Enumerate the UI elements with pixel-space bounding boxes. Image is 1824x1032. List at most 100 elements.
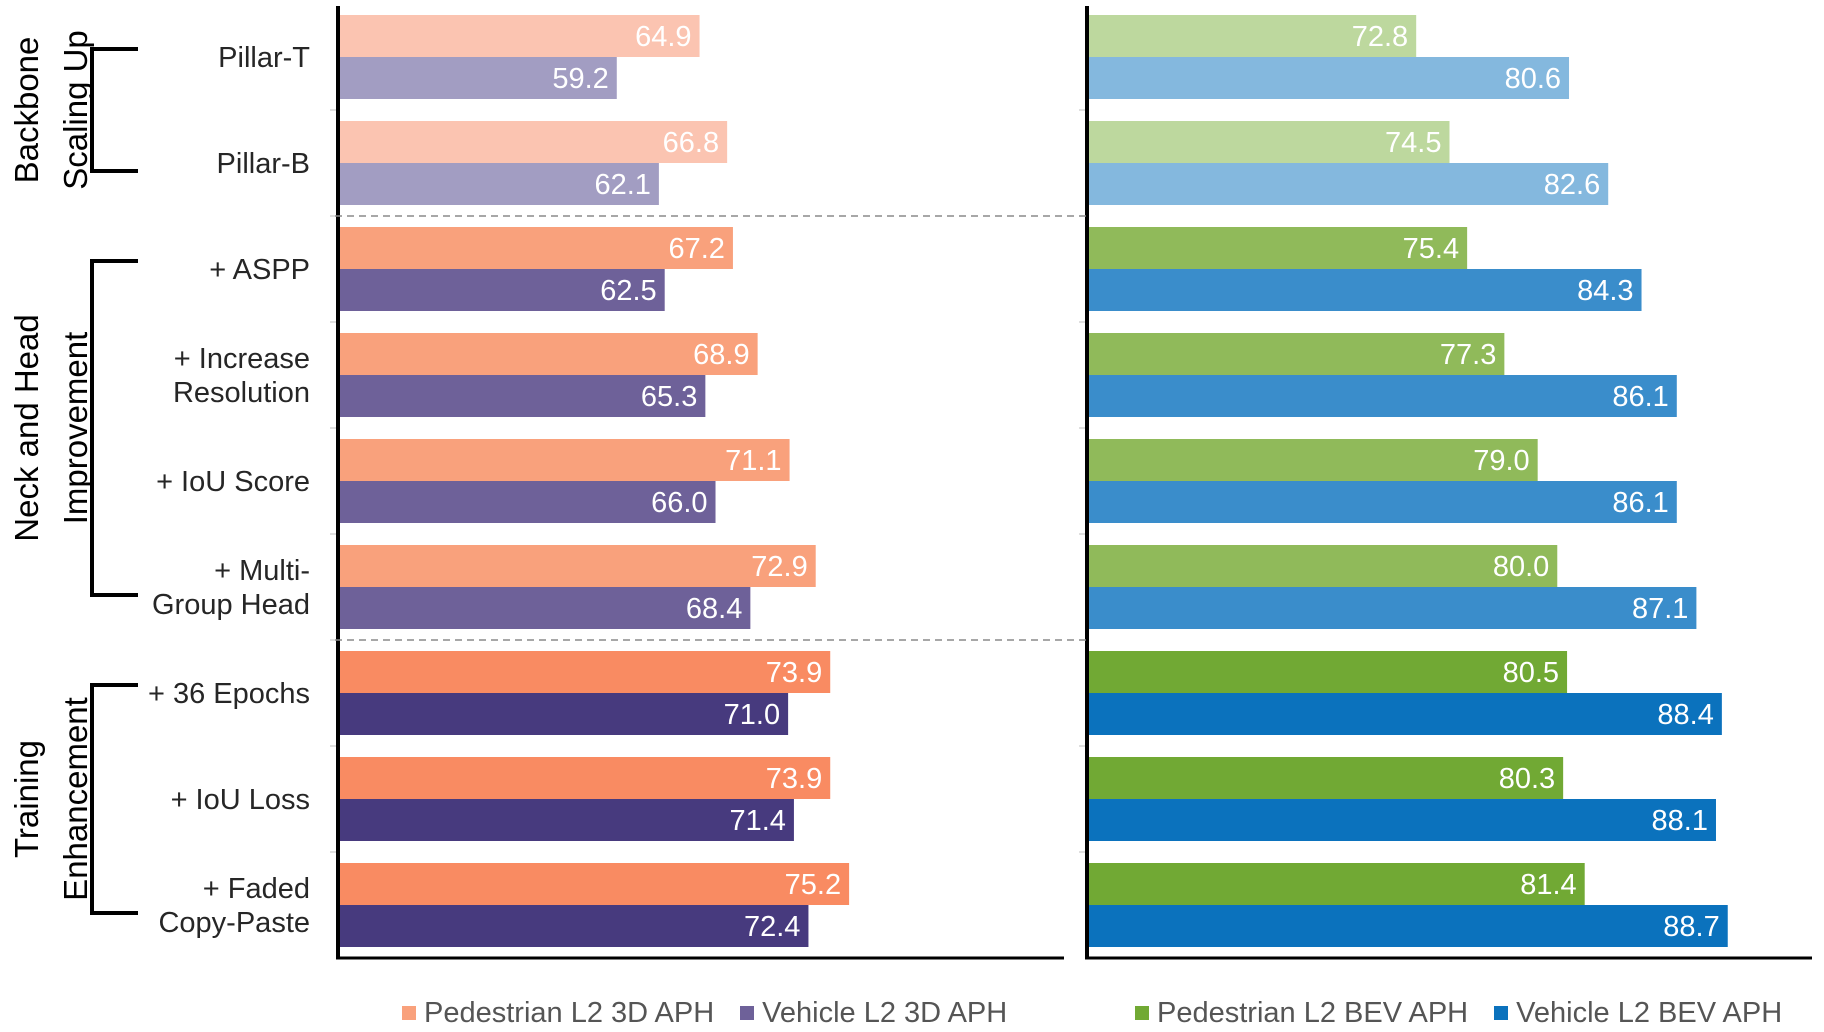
data-label: 66.0 [651, 487, 707, 519]
bar-vehicle-l2-3d-aph-pillar-b [338, 163, 659, 205]
bar-pedestrian-l2-bev-aph-pillar-t [1087, 15, 1417, 57]
legend-bev: Pedestrian L2 BEV APH Vehicle L2 BEV APH [1135, 995, 1808, 1031]
legend-item-pedestrian-bev: Pedestrian L2 BEV APH [1135, 997, 1468, 1030]
data-label: 82.6 [1544, 169, 1600, 201]
data-label: 68.4 [686, 593, 742, 625]
data-label: 86.1 [1612, 487, 1668, 519]
data-label: 88.1 [1652, 805, 1708, 837]
data-label: 79.0 [1473, 445, 1529, 477]
data-label: 71.1 [725, 445, 781, 477]
bar-pedestrian-l2-3d-aph-36-epochs [338, 651, 831, 693]
category-label-iou-loss: + IoU Loss [171, 784, 310, 816]
data-label: 71.4 [729, 805, 785, 837]
data-label: 72.9 [751, 551, 807, 583]
data-label: 87.1 [1632, 593, 1688, 625]
bar-pedestrian-l2-3d-aph-faded-copy-paste [338, 863, 850, 905]
bar-vehicle-l2-3d-aph-multi-group-head [338, 587, 751, 629]
legend-label-pedestrian-3d: Pedestrian L2 3D APH [424, 996, 715, 1029]
group-title-neck-and-head-improvement: Neck and Head Improvement [8, 314, 94, 541]
data-label: 80.3 [1499, 763, 1555, 795]
bar-pedestrian-l2-3d-aph-iou-loss [338, 757, 831, 799]
data-label: 75.2 [785, 869, 841, 901]
data-label: 88.7 [1663, 911, 1719, 943]
bar-vehicle-l2-bev-aph-iou-loss [1087, 799, 1716, 841]
data-label: 81.4 [1520, 869, 1576, 901]
bar-pedestrian-l2-bev-aph-faded-copy-paste [1087, 863, 1585, 905]
bar-pedestrian-l2-3d-aph-increase-resolution [338, 333, 758, 375]
bar-pedestrian-l2-3d-aph-iou-score [338, 439, 790, 481]
data-label: 62.1 [594, 169, 650, 201]
data-label: 66.8 [663, 127, 719, 159]
bar-pedestrian-l2-bev-aph-aspp [1087, 227, 1468, 269]
bar-vehicle-l2-bev-aph-iou-score [1087, 481, 1677, 523]
bar-vehicle-l2-3d-aph-pillar-t [338, 57, 617, 99]
category-label-multi-group-head: + Multi-Group Head [152, 555, 310, 621]
data-label: 80.0 [1493, 551, 1549, 583]
legend-item-pedestrian-3d: Pedestrian L2 3D APH [402, 997, 714, 1030]
group-bracket [90, 683, 138, 915]
legend-swatch-vehicle-3d [740, 1006, 755, 1020]
bar-pedestrian-l2-bev-aph-pillar-b [1087, 121, 1450, 163]
data-label: 77.3 [1440, 339, 1496, 371]
data-label: 64.9 [635, 21, 691, 53]
bar-vehicle-l2-bev-aph-increase-resolution [1087, 375, 1677, 417]
bar-pedestrian-l2-bev-aph-36-epochs [1087, 651, 1568, 693]
bar-vehicle-l2-bev-aph-faded-copy-paste [1087, 905, 1728, 947]
bar-pedestrian-l2-3d-aph-pillar-b [338, 121, 728, 163]
bar-vehicle-l2-3d-aph-aspp [338, 269, 665, 311]
bar-vehicle-l2-bev-aph-pillar-t [1087, 57, 1570, 99]
bar-pedestrian-l2-bev-aph-increase-resolution [1087, 333, 1505, 375]
category-label-pillar-t: Pillar-T [218, 42, 310, 74]
data-label: 73.9 [766, 657, 822, 689]
data-label: 71.0 [724, 699, 780, 731]
bar-vehicle-l2-bev-aph-aspp [1087, 269, 1642, 311]
bar-vehicle-l2-3d-aph-36-epochs [338, 693, 789, 735]
group-bracket [90, 259, 138, 597]
bar-vehicle-l2-bev-aph-36-epochs [1087, 693, 1722, 735]
data-label: 68.9 [693, 339, 749, 371]
category-label-aspp: + ASPP [209, 254, 310, 286]
legend-swatch-vehicle-bev [1494, 1006, 1509, 1020]
data-label: 88.4 [1657, 699, 1713, 731]
category-label-36-epochs: + 36 Epochs [148, 678, 310, 710]
legend-label-vehicle-bev: Vehicle L2 BEV APH [1516, 996, 1783, 1029]
group-bracket [90, 47, 138, 173]
bar-vehicle-l2-3d-aph-iou-loss [338, 799, 794, 841]
legend-label-pedestrian-bev: Pedestrian L2 BEV APH [1157, 996, 1469, 1029]
data-label: 84.3 [1577, 275, 1633, 307]
category-label-increase-resolution: + Increase Resolution [173, 343, 310, 409]
category-label-iou-score: + IoU Score [156, 466, 310, 498]
data-label: 73.9 [766, 763, 822, 795]
bar-vehicle-l2-3d-aph-iou-score [338, 481, 716, 523]
bar-vehicle-l2-3d-aph-increase-resolution [338, 375, 706, 417]
bar-vehicle-l2-bev-aph-pillar-b [1087, 163, 1609, 205]
group-title-backbone-scaling-up: Backbone Scaling Up [8, 30, 94, 190]
category-label-pillar-b: Pillar-B [217, 148, 310, 180]
legend-swatch-pedestrian-3d [402, 1006, 416, 1020]
data-label: 72.8 [1352, 21, 1408, 53]
bar-pedestrian-l2-3d-aph-aspp [338, 227, 733, 269]
bar-pedestrian-l2-bev-aph-multi-group-head [1087, 545, 1558, 587]
legend-item-vehicle-3d: Vehicle L2 3D APH [740, 997, 1007, 1030]
data-label: 86.1 [1612, 381, 1668, 413]
bar-vehicle-l2-bev-aph-multi-group-head [1087, 587, 1697, 629]
data-label: 74.5 [1385, 127, 1441, 159]
group-title-training-enhancement: Training Enhancement [8, 697, 94, 901]
data-label: 80.6 [1505, 63, 1561, 95]
data-label: 59.2 [552, 63, 608, 95]
data-label: 62.5 [600, 275, 656, 307]
data-label: 65.3 [641, 381, 697, 413]
bar-pedestrian-l2-bev-aph-iou-score [1087, 439, 1538, 481]
legend-item-vehicle-bev: Vehicle L2 BEV APH [1494, 997, 1782, 1030]
bar-pedestrian-l2-3d-aph-pillar-t [338, 15, 700, 57]
data-label: 72.4 [744, 911, 800, 943]
bar-pedestrian-l2-bev-aph-iou-loss [1087, 757, 1564, 799]
category-label-faded-copy-paste: + Faded Copy-Paste [158, 873, 310, 939]
legend-3d: Pedestrian L2 3D APH Vehicle L2 3D APH [402, 995, 1033, 1031]
legend-label-vehicle-3d: Vehicle L2 3D APH [762, 996, 1008, 1029]
bar-vehicle-l2-3d-aph-faded-copy-paste [338, 905, 809, 947]
data-label: 67.2 [668, 233, 724, 265]
bar-pedestrian-l2-3d-aph-multi-group-head [338, 545, 816, 587]
data-label: 75.4 [1403, 233, 1459, 265]
